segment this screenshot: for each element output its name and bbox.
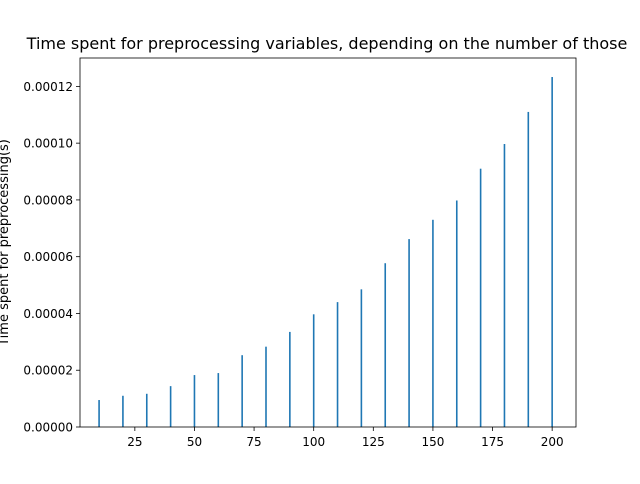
bar-110 [336,302,339,427]
bar-180 [503,144,506,427]
bar-130 [384,263,387,427]
x-tick-label-200: 200 [541,435,564,449]
y-axis-label: Time spent for preprocessing(s) [0,139,12,347]
bar-50 [193,375,196,427]
x-tick-label-150: 150 [421,435,444,449]
bar-60 [217,373,220,427]
bar-30 [145,393,148,427]
x-tick-label-75: 75 [246,435,261,449]
bar-100 [312,314,315,427]
y-axis-label-group: Time spent for preprocessing(s) [0,139,12,347]
x-tick-label-175: 175 [481,435,504,449]
bar-80 [265,346,267,427]
chart-title: Time spent for preprocessing variables, … [26,34,628,53]
bar-120 [360,289,363,427]
x-axis-ticks: 25 50 75 100 125 150 175 200 [127,427,564,449]
y-tick-label-2: 0.00004 [23,307,73,321]
bar-160 [455,200,458,427]
bar-10 [98,400,100,427]
bar-200 [551,77,553,428]
plot-frame [79,57,577,428]
y-tick-label-1: 0.00002 [23,364,73,378]
y-tick-label-4: 0.00008 [23,193,73,207]
bar-170 [479,168,482,427]
y-tick-label-6: 0.00012 [23,80,73,94]
y-tick-label-0: 0.00000 [23,421,73,435]
x-tick-label-100: 100 [302,435,325,449]
bars-group [98,77,553,428]
x-tick-label-50: 50 [187,435,202,449]
y-tick-label-3: 0.00006 [23,250,73,264]
bar-190 [527,111,530,428]
bar-150 [432,219,434,427]
x-tick-label-25: 25 [127,435,142,449]
bar-140 [408,239,410,427]
bar-70 [241,355,243,427]
y-tick-label-5: 0.00010 [23,137,73,151]
y-axis-ticks: 0.00000 0.00002 0.00004 0.00006 0.00008 0.000… [23,80,80,435]
bar-40 [169,386,172,427]
bar-90 [289,331,291,427]
x-tick-label-125: 125 [362,435,385,449]
bar-20 [122,395,124,427]
